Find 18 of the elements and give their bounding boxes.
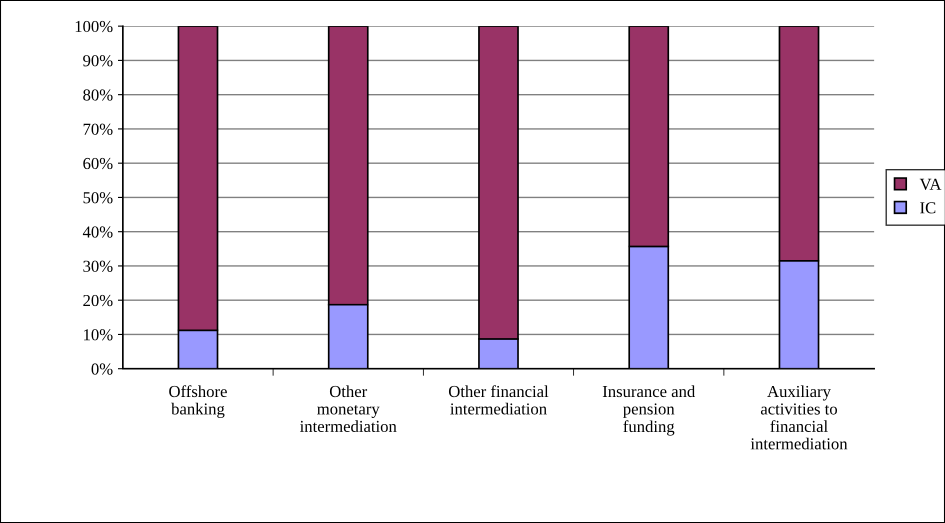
y-tick-label: 0%	[92, 363, 113, 375]
y-tick-label: 60%	[83, 158, 113, 170]
legend-label: IC	[920, 202, 936, 214]
y-tick-label: 30%	[83, 260, 113, 272]
x-tick-label: Auxiliary activities to financial intermediation	[750, 385, 848, 450]
legend-label: VA	[920, 178, 942, 190]
y-tick-label: 70%	[84, 124, 113, 135]
y-tick-label: 40%	[82, 226, 113, 238]
y-tick-label: 80%	[83, 89, 113, 101]
y-tick-label: 90%	[83, 55, 113, 66]
y-tick-label: 20%	[83, 294, 113, 306]
y-tick-label: 100%	[76, 20, 113, 32]
x-tick-label: Offshore banking	[169, 385, 227, 418]
y-tick-label: 50%	[84, 192, 113, 204]
x-tick-label: Other financial intermediation	[448, 385, 548, 415]
x-tick-label: Insurance and pension funding	[602, 385, 696, 436]
x-tick-label: Other monetary intermediation	[300, 385, 397, 432]
y-tick-label: 10%	[84, 329, 113, 340]
